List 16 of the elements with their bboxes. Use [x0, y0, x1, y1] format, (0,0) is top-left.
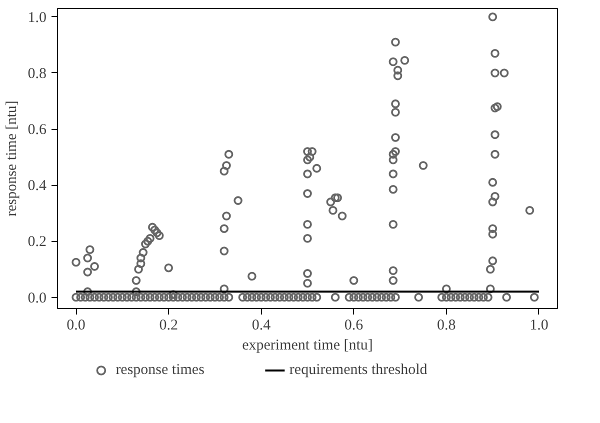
x-axis-title: experiment time [ntu]	[242, 338, 373, 354]
x-tick-label: 0.2	[159, 318, 178, 334]
x-tick-label: 0.0	[66, 318, 86, 334]
y-tick-label: 1.0	[28, 10, 46, 26]
y-tick-label: 0.8	[28, 66, 46, 82]
x-tick-label: 0.8	[437, 318, 456, 334]
y-tick-label: 0.2	[28, 234, 46, 250]
y-tick-label: 0.0	[28, 290, 46, 306]
y-tick-label: 0.6	[28, 122, 47, 138]
legend-label: response times	[116, 362, 204, 378]
x-tick-label: 1.0	[530, 318, 548, 334]
legend-label: requirements threshold	[289, 362, 428, 378]
x-tick-label: 0.4	[252, 318, 272, 334]
y-axis-title: response time [ntu]	[4, 100, 20, 216]
x-tick-label: 0.6	[344, 318, 364, 334]
y-tick-label: 0.4	[28, 178, 47, 194]
